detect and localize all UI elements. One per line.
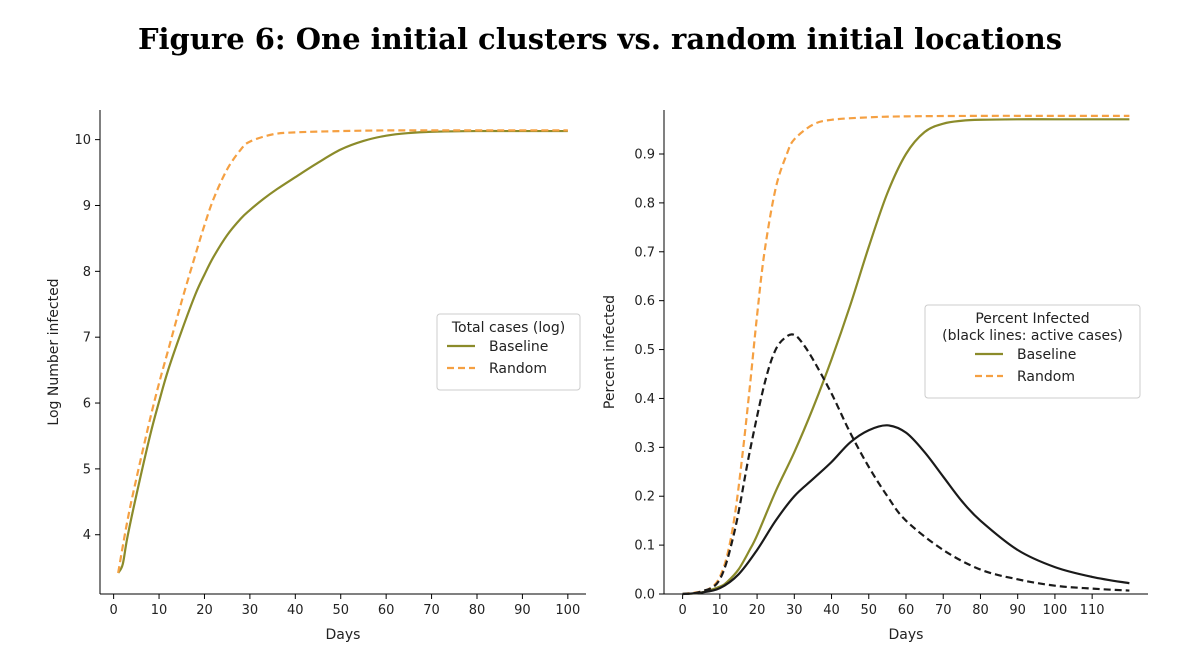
left-plot: 0 10 20 30 40 50 60 70 80 90 100 4 5 6 7 8 9 10 Days Log Nu…: [46, 110, 586, 643]
x-tick-label: 0: [678, 603, 686, 618]
y-tick-label: 6: [83, 397, 91, 412]
legend-title: Total cases (log): [451, 320, 565, 336]
y-tick-label: 10: [74, 133, 91, 148]
x-tick-label: 90: [1009, 603, 1026, 618]
legend: Total cases (log) Baseline Random: [436, 313, 581, 391]
series-line-random-active: [682, 333, 1130, 596]
x-tick-label: 100: [555, 603, 580, 618]
x-tick-label: 60: [378, 603, 395, 618]
x-axis-label: Days: [889, 627, 924, 643]
figure-title: Figure 6: One initial clusters vs. rando…: [137, 22, 1063, 56]
x-tick-label: 100: [1043, 603, 1068, 618]
legend-box: [436, 313, 581, 391]
x-tick-label: 50: [860, 603, 877, 618]
y-tick-label: 4: [83, 528, 91, 543]
legend-title: (black lines: active cases): [942, 328, 1123, 344]
legend-label-baseline: Baseline: [1017, 347, 1076, 363]
y-tick-label: 0.8: [634, 196, 655, 211]
x-tick-label: 80: [972, 603, 989, 618]
legend-title: Percent Infected: [975, 311, 1089, 327]
y-axis-label: Percent infected: [602, 295, 618, 409]
y-tick-label: 5: [83, 462, 91, 477]
series-line-baseline: [117, 129, 568, 574]
legend-box: [924, 304, 1141, 399]
x-tick-label: 10: [151, 603, 168, 618]
x-tick-label: 40: [823, 603, 840, 618]
y-tick-label: 9: [83, 199, 91, 214]
x-tick-label: 20: [196, 603, 213, 618]
x-tick-label: 20: [749, 603, 766, 618]
y-tick-label: 0.9: [634, 148, 655, 163]
x-tick-label: 0: [109, 603, 117, 618]
series-line-baseline-active: [682, 424, 1130, 596]
y-tick-label: 0.2: [634, 490, 655, 505]
legend: Percent Infected(black lines: active cas…: [924, 304, 1141, 399]
x-tick-label: 90: [514, 603, 531, 618]
x-tick-label: 30: [786, 603, 803, 618]
legend-label-random: Random: [489, 361, 547, 377]
x-tick-label: 110: [1080, 603, 1105, 618]
legend-label-baseline: Baseline: [489, 339, 548, 355]
x-tick-label: 60: [898, 603, 915, 618]
y-tick-label: 0.7: [634, 245, 655, 260]
right-plot: 0 10 20 30 40 50 60 70 80 90 100 110 0.0 0.1 0.2 0.3 0.4…: [602, 110, 1148, 643]
y-tick-label: 0.4: [634, 392, 655, 407]
x-tick-label: 10: [712, 603, 729, 618]
y-tick-label: 0.1: [634, 539, 655, 554]
x-tick-label: 70: [935, 603, 952, 618]
y-tick-label: 0.6: [634, 294, 655, 309]
y-tick-label: 0.5: [634, 343, 655, 358]
x-tick-label: 30: [242, 603, 259, 618]
x-tick-label: 40: [287, 603, 304, 618]
y-tick-label: 8: [83, 265, 91, 280]
y-tick-label: 7: [83, 331, 91, 346]
series-line-random: [117, 129, 568, 574]
x-tick-label: 50: [332, 603, 349, 618]
y-tick-label: 0.3: [634, 441, 655, 456]
series-line-random: [682, 114, 1130, 596]
y-tick-label: 0.0: [634, 588, 655, 603]
x-axis-label: Days: [326, 627, 361, 643]
y-axis-label: Log Number infected: [46, 278, 62, 425]
x-tick-label: 70: [423, 603, 440, 618]
series-line-baseline: [682, 118, 1130, 596]
x-tick-label: 80: [469, 603, 486, 618]
legend-label-random: Random: [1017, 369, 1075, 385]
